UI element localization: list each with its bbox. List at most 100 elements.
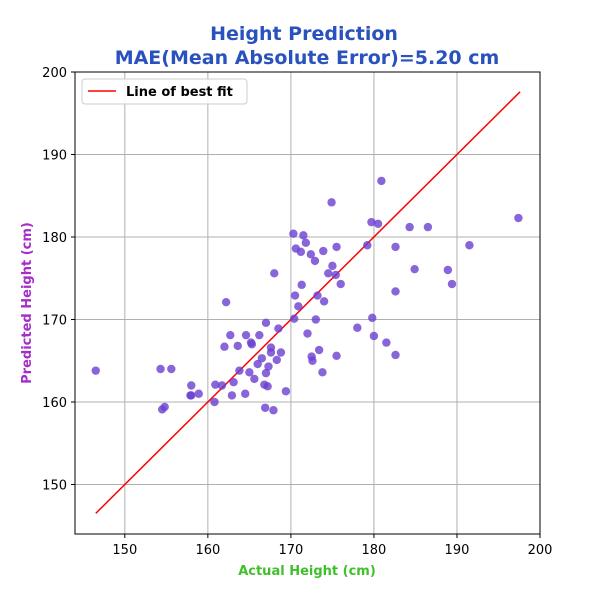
scatter-point (211, 380, 220, 389)
axis-ticks: 150 160 170 180 190 200 150 160 170 180 190 200 (42, 66, 552, 558)
legend-label: Line of best fit (126, 85, 233, 100)
best-fit-line (95, 91, 521, 514)
scatter-point (373, 219, 383, 228)
scatter-point (290, 314, 299, 323)
scatter-point (382, 338, 391, 347)
scatter-point (318, 368, 327, 377)
scatter-point (327, 198, 336, 207)
scatter-point (290, 291, 300, 300)
scatter-point (229, 378, 238, 387)
scatter-point (233, 341, 242, 351)
y-axis-label: Predicted Height (cm) (20, 222, 35, 384)
y-tick-label: 200 (42, 66, 67, 81)
scatter-point (391, 287, 400, 296)
scatter-point (272, 355, 281, 365)
scatter-point (187, 381, 196, 390)
scatter-point (261, 368, 271, 378)
scatter-point (368, 313, 377, 323)
scatter-point (167, 364, 176, 374)
scatter-point (269, 406, 278, 415)
scatter-point (310, 256, 320, 266)
scatter-point (235, 366, 244, 375)
scatter-point (405, 222, 414, 232)
grid-lines (75, 71, 541, 534)
scatter-point (447, 279, 457, 289)
x-tick-label: 200 (528, 543, 553, 558)
scatter-point (391, 350, 400, 360)
scatter-points (91, 176, 523, 415)
scatter-point (314, 345, 324, 355)
scatter-point (187, 391, 196, 400)
scatter-point (250, 374, 259, 384)
x-tick-label: 190 (445, 543, 470, 558)
scatter-point (332, 351, 341, 360)
legend: Line of best fit (81, 78, 248, 105)
scatter-point (296, 247, 306, 257)
y-tick-label: 150 (42, 479, 67, 494)
scatter-point (331, 270, 340, 280)
scatter-point (241, 330, 251, 340)
scatter-point (311, 315, 321, 324)
scatter-point (313, 291, 322, 300)
y-tick-label: 180 (42, 231, 67, 246)
x-tick-label: 180 (362, 543, 387, 558)
scatter-point (253, 359, 262, 369)
scatter-point (301, 238, 311, 247)
chart-subtitle: MAE(Mean Absolute Error)=5.20 cm (115, 47, 500, 69)
legend-box (81, 78, 248, 105)
scatter-point (299, 231, 308, 240)
scatter-point (160, 402, 169, 412)
scatter-point (297, 280, 306, 290)
scatter-point (241, 389, 250, 398)
scatter-point (217, 381, 227, 390)
scatter-point (270, 269, 279, 278)
chart-title: Height Prediction (210, 23, 398, 45)
scatter-point (324, 269, 333, 278)
scatter-point (289, 229, 298, 238)
scatter-point (294, 302, 303, 311)
x-tick-label: 150 (112, 543, 137, 558)
scatter-point (319, 297, 329, 306)
x-tick-label: 170 (278, 543, 303, 558)
scatter-point (220, 342, 229, 351)
scatter-point (423, 222, 433, 232)
scatter-point (257, 354, 267, 363)
scatter-point (261, 318, 271, 327)
scatter-point (266, 348, 276, 357)
scatter-point (247, 340, 257, 349)
scatter-point (303, 329, 312, 338)
scatter-point (264, 362, 273, 371)
scatter-point (443, 265, 453, 275)
scatter-point (156, 364, 165, 374)
scatter-point (194, 389, 203, 398)
scatter-point (319, 246, 328, 256)
scatter-point (227, 391, 237, 400)
scatter-point (260, 403, 270, 412)
scatter-point (369, 331, 379, 341)
x-tick-label: 160 (195, 543, 220, 558)
y-tick-label: 170 (42, 314, 67, 329)
scatter-point (306, 250, 316, 259)
scatter-point (363, 241, 372, 250)
scatter-point (210, 397, 219, 407)
scatter-point (221, 297, 231, 307)
scatter-point (91, 366, 100, 375)
scatter-point (410, 264, 419, 274)
scatter-point (514, 213, 523, 223)
scatter-point (391, 242, 400, 252)
scatter-point (465, 241, 474, 250)
scatter-point (281, 387, 291, 396)
scatter-point (367, 217, 376, 227)
scatter-point (245, 368, 254, 377)
scatter-point (353, 323, 362, 332)
scatter-point (226, 330, 235, 340)
scatter-point (308, 356, 317, 365)
scatter-point (332, 242, 341, 252)
scatter-point (276, 348, 286, 357)
y-tick-label: 160 (42, 396, 67, 411)
scatter-point (263, 382, 272, 391)
plot-area-frame (74, 71, 541, 535)
scatter-point (255, 330, 264, 340)
